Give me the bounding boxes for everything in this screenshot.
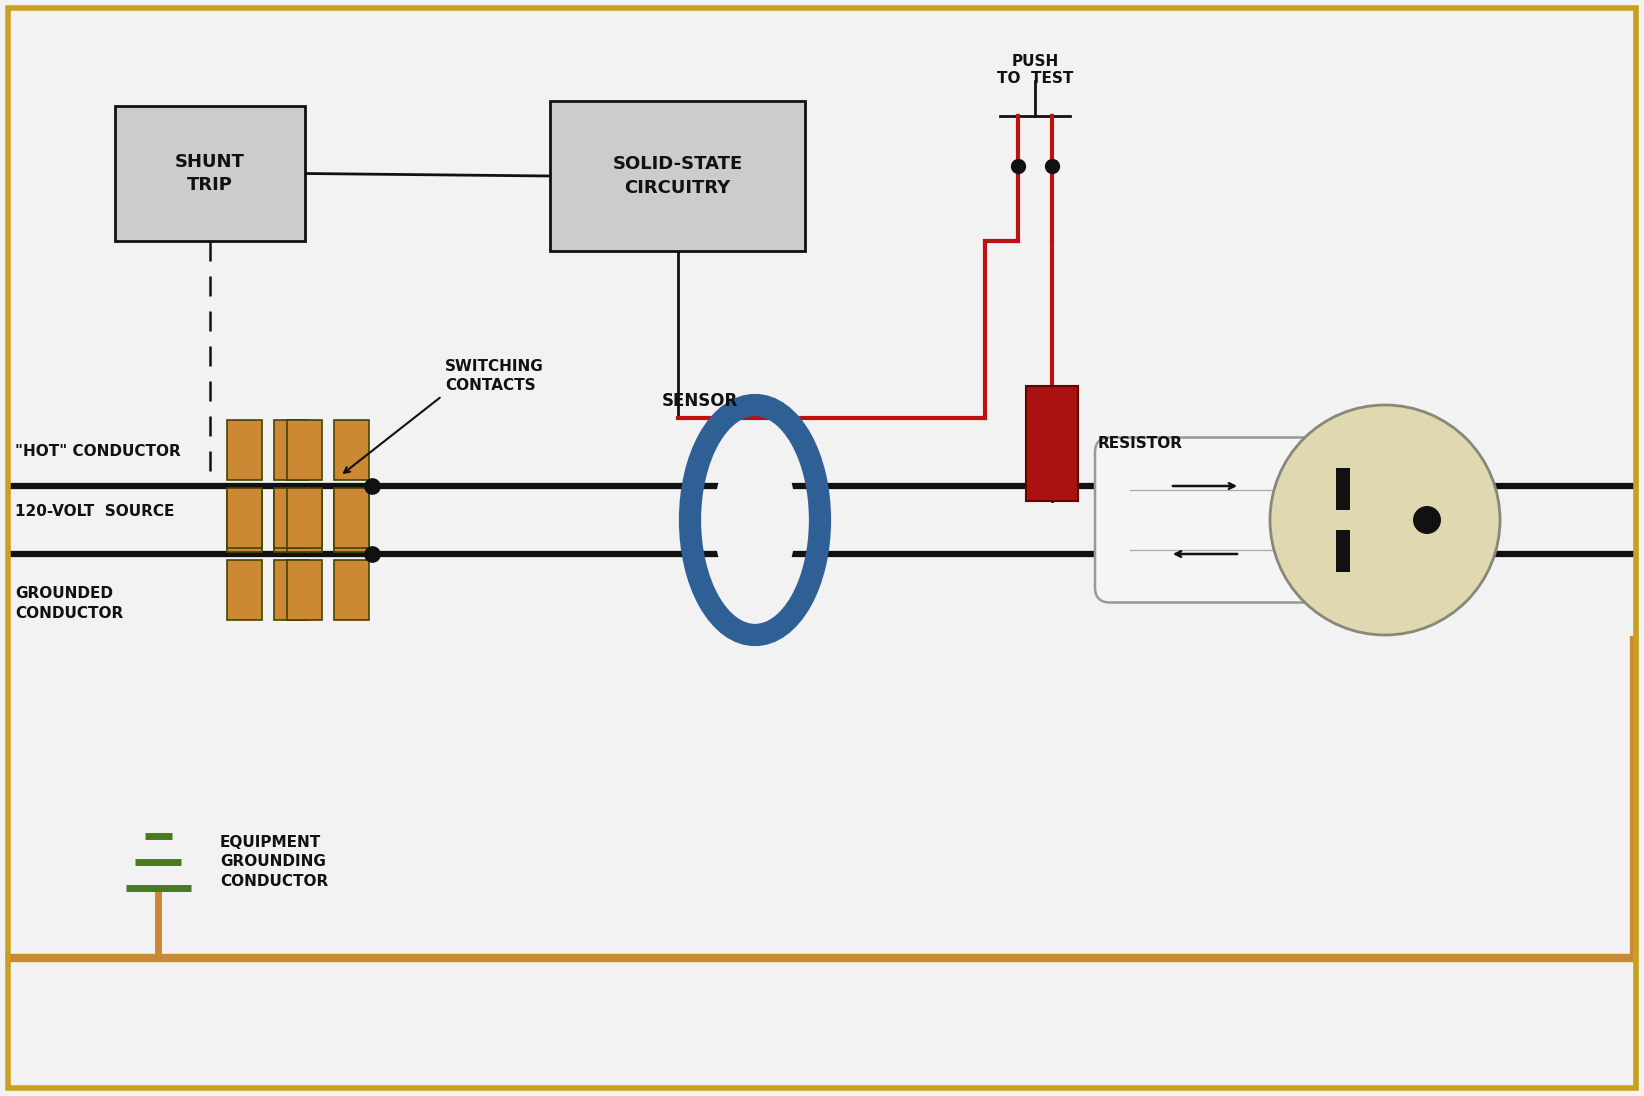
Bar [334,488,368,548]
Bar [1026,386,1078,501]
Text: GROUNDED
CONDUCTOR: GROUNDED CONDUCTOR [15,586,123,620]
Text: SHUNT
TRIP: SHUNT TRIP [174,152,245,194]
Text: 120-VOLT  SOURCE: 120-VOLT SOURCE [15,503,174,518]
Bar [334,420,368,480]
Bar [115,106,306,241]
Bar [227,492,261,552]
Ellipse shape [713,437,796,603]
Circle shape [1271,406,1499,635]
Text: SWITCHING
CONTACTS: SWITCHING CONTACTS [446,358,544,393]
Bar [1337,468,1350,510]
Text: SENSOR: SENSOR [663,392,738,410]
Text: EQUIPMENT
GROUNDING
CONDUCTOR: EQUIPMENT GROUNDING CONDUCTOR [220,835,329,889]
Bar [288,560,322,620]
Bar [334,492,368,552]
Bar [275,488,309,548]
Text: PUSH
TO  TEST: PUSH TO TEST [996,54,1074,87]
Bar [551,101,806,251]
Bar [288,488,322,548]
Circle shape [1412,506,1442,534]
Bar [288,492,322,552]
Bar [275,492,309,552]
Bar [334,560,368,620]
Bar [288,420,322,480]
FancyBboxPatch shape [1095,437,1360,603]
Bar [275,420,309,480]
Text: SOLID-STATE
CIRCUITRY: SOLID-STATE CIRCUITRY [612,156,743,197]
Text: RESISTOR: RESISTOR [1098,436,1184,450]
Text: "HOT" CONDUCTOR: "HOT" CONDUCTOR [15,444,181,458]
Bar [227,420,261,480]
Bar [227,560,261,620]
Bar [275,560,309,620]
Bar [1337,530,1350,572]
Bar [227,488,261,548]
